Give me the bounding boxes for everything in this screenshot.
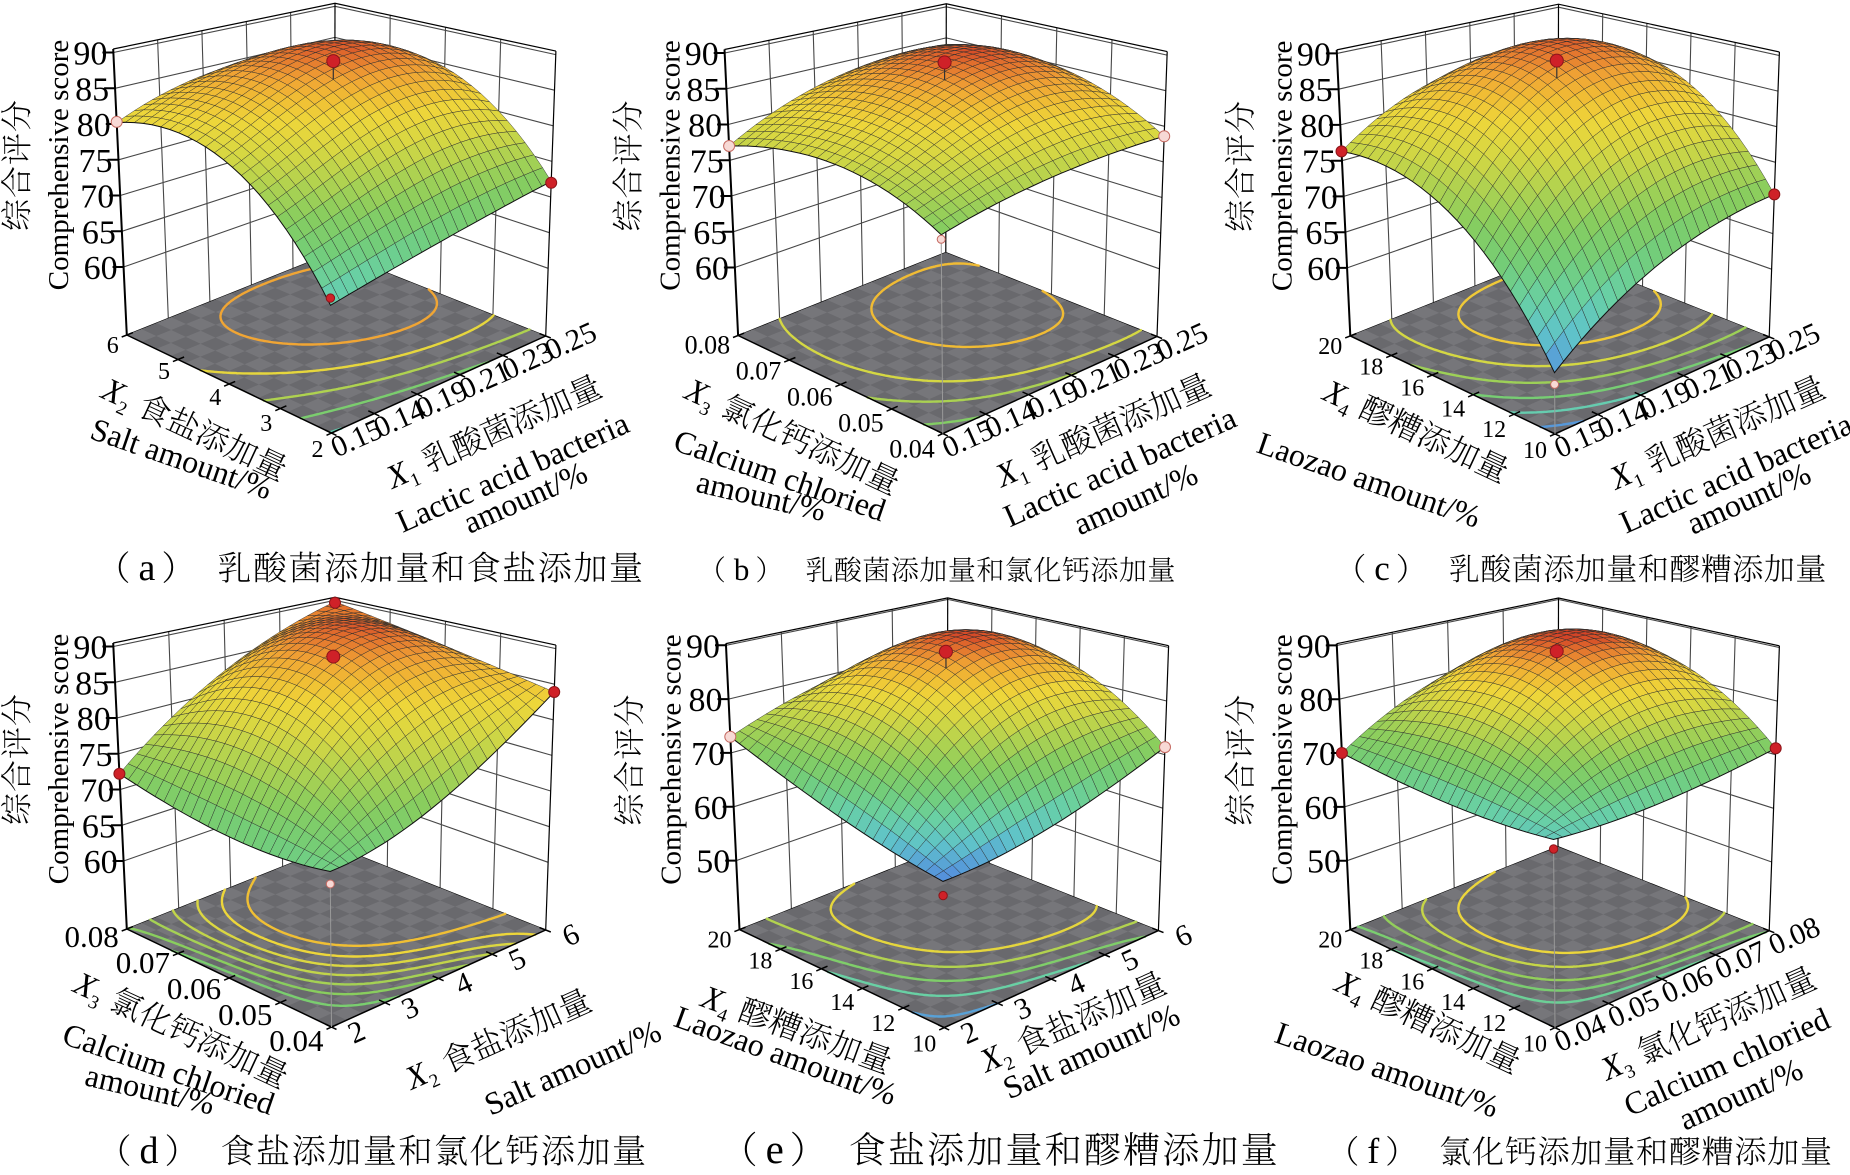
svg-text:70: 70	[1302, 736, 1336, 773]
svg-text:5: 5	[1116, 942, 1143, 978]
svg-text:0.08: 0.08	[685, 331, 731, 360]
svg-text:75: 75	[79, 737, 113, 774]
svg-text:Comprehensive score: Comprehensive score	[656, 634, 688, 884]
svg-text:50: 50	[1307, 844, 1341, 881]
svg-text:0.25: 0.25	[1764, 316, 1825, 368]
svg-text:18: 18	[748, 948, 772, 974]
svg-text:f: f	[1367, 1131, 1379, 1171]
svg-text:2: 2	[343, 1014, 370, 1050]
svg-text:90: 90	[686, 628, 720, 665]
svg-text:3: 3	[1009, 991, 1036, 1027]
svg-text:65: 65	[82, 808, 116, 845]
svg-text:80: 80	[689, 682, 723, 719]
svg-text:60: 60	[695, 251, 729, 288]
svg-text:Comprehensive score: Comprehensive score	[43, 634, 75, 884]
svg-text:90: 90	[685, 36, 719, 73]
svg-text:60: 60	[1305, 790, 1339, 827]
svg-text:90: 90	[73, 36, 107, 73]
svg-text:3: 3	[397, 990, 424, 1026]
svg-text:b: b	[734, 552, 750, 587]
svg-text:18: 18	[1359, 949, 1383, 975]
svg-text:85: 85	[686, 72, 720, 109]
svg-text:60: 60	[84, 250, 118, 287]
svg-text:85: 85	[1299, 72, 1333, 109]
svg-text:d: d	[140, 1130, 159, 1172]
svg-text:90: 90	[73, 630, 107, 667]
svg-text:85: 85	[75, 665, 109, 702]
svg-text:4: 4	[209, 385, 221, 411]
svg-text:6: 6	[107, 333, 119, 359]
svg-text:20: 20	[1318, 928, 1342, 954]
svg-text:12: 12	[871, 1011, 895, 1037]
svg-text:70: 70	[80, 773, 114, 810]
svg-text:Salt amount/%: Salt amount/%	[86, 411, 277, 507]
svg-text:20: 20	[1318, 334, 1342, 360]
svg-text:Laozao amount/%: Laozao amount/%	[1253, 424, 1486, 534]
svg-text:65: 65	[693, 215, 727, 252]
svg-text:e: e	[766, 1126, 784, 1172]
svg-text:12: 12	[1482, 417, 1506, 443]
svg-text:a: a	[139, 547, 156, 589]
svg-text:16: 16	[1400, 969, 1424, 995]
svg-text:0.06: 0.06	[167, 971, 221, 1006]
svg-text:70: 70	[692, 179, 726, 216]
svg-text:10: 10	[1523, 438, 1547, 464]
svg-text:80: 80	[77, 107, 111, 144]
svg-text:70: 70	[1304, 179, 1338, 216]
svg-text:80: 80	[77, 701, 111, 738]
svg-text:c: c	[1374, 549, 1390, 588]
svg-text:14: 14	[1441, 990, 1465, 1016]
svg-text:12: 12	[1482, 1011, 1506, 1037]
svg-text:16: 16	[1400, 376, 1424, 402]
svg-text:0.25: 0.25	[540, 316, 601, 368]
svg-text:0.08: 0.08	[1764, 910, 1825, 962]
svg-text:0.06: 0.06	[787, 383, 833, 412]
svg-text:6: 6	[557, 917, 584, 953]
svg-text:Comprehensive score: Comprehensive score	[1267, 634, 1299, 884]
svg-text:20: 20	[708, 928, 732, 954]
svg-text:75: 75	[79, 143, 113, 180]
svg-text:80: 80	[688, 108, 722, 145]
svg-text:3: 3	[260, 411, 272, 437]
svg-text:4: 4	[1063, 966, 1090, 1002]
svg-text:18: 18	[1359, 355, 1383, 381]
svg-text:5: 5	[158, 359, 170, 385]
svg-text:10: 10	[912, 1032, 936, 1058]
svg-text:60: 60	[694, 790, 728, 827]
svg-text:Comprehensive score: Comprehensive score	[43, 40, 75, 290]
svg-text:6: 6	[1170, 918, 1197, 954]
svg-text:85: 85	[75, 71, 109, 108]
svg-text:0.07: 0.07	[116, 945, 170, 980]
svg-text:5: 5	[504, 941, 531, 977]
svg-text:70: 70	[80, 179, 114, 216]
svg-text:65: 65	[82, 214, 116, 251]
svg-text:14: 14	[1441, 396, 1465, 422]
svg-text:70: 70	[691, 736, 725, 773]
svg-text:90: 90	[1297, 36, 1331, 73]
svg-text:16: 16	[789, 969, 813, 995]
svg-text:4: 4	[450, 966, 477, 1002]
svg-text:0.04: 0.04	[269, 1023, 324, 1058]
svg-text:Laozao amount/%: Laozao amount/%	[1271, 1014, 1504, 1124]
svg-text:75: 75	[1302, 144, 1336, 181]
svg-text:80: 80	[1299, 682, 1333, 719]
svg-text:0.05: 0.05	[218, 997, 272, 1032]
svg-text:2: 2	[312, 437, 324, 463]
svg-text:60: 60	[84, 844, 118, 881]
svg-text:Comprehensive score: Comprehensive score	[1267, 41, 1299, 291]
svg-text:80: 80	[1300, 108, 1334, 145]
svg-text:0.25: 0.25	[1151, 316, 1212, 368]
svg-text:75: 75	[690, 143, 724, 180]
svg-text:14: 14	[830, 990, 854, 1016]
svg-text:0.07: 0.07	[736, 357, 782, 386]
svg-text:90: 90	[1297, 628, 1331, 665]
svg-text:60: 60	[1307, 251, 1341, 288]
svg-text:10: 10	[1523, 1032, 1547, 1058]
svg-text:0.08: 0.08	[65, 919, 119, 954]
svg-text:Comprehensive score: Comprehensive score	[654, 40, 686, 290]
svg-text:50: 50	[696, 844, 730, 881]
svg-text:0.05: 0.05	[838, 409, 884, 438]
svg-text:65: 65	[1305, 215, 1339, 252]
svg-text:0.04: 0.04	[889, 435, 935, 464]
